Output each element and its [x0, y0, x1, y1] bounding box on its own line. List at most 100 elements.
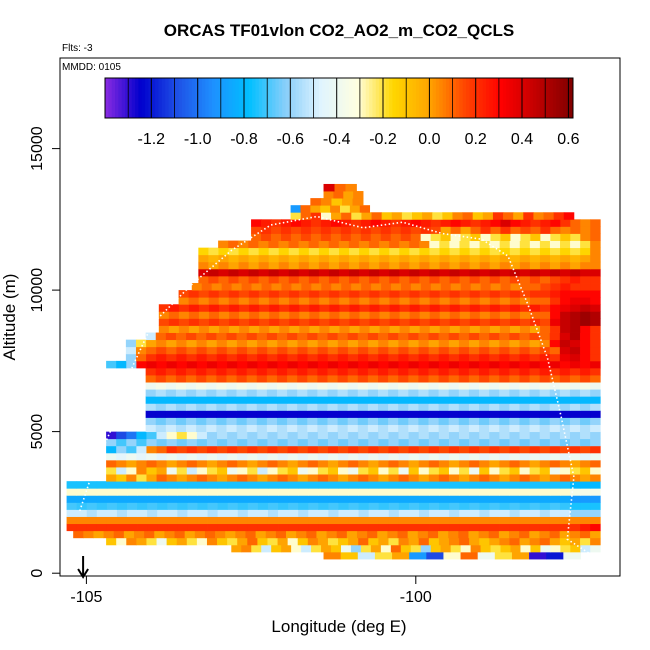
heatmap-cell [419, 481, 430, 489]
heatmap-cell [378, 488, 390, 496]
heatmap-cell [116, 452, 127, 461]
heatmap-cell [418, 452, 430, 461]
heatmap-cell [419, 290, 430, 298]
heatmap-cell [218, 268, 229, 277]
heatmap-cell [271, 544, 282, 553]
heatmap-cell [489, 360, 500, 369]
heatmap-cell [306, 530, 317, 539]
heatmap-cell [106, 459, 117, 468]
heatmap-cell [429, 311, 441, 319]
heatmap-cell [279, 318, 290, 326]
heatmap-cell [308, 502, 319, 510]
heatmap-cell [379, 268, 390, 277]
heatmap-cell [590, 353, 601, 362]
heatmap-cell [429, 502, 440, 510]
heatmap-cell [238, 268, 249, 277]
heatmap-cell [155, 410, 167, 418]
heatmap-cell [266, 332, 278, 341]
heatmap-cell [196, 417, 207, 425]
heatmap-cell [519, 304, 531, 312]
heatmap-cell [357, 551, 376, 560]
heatmap-cell [377, 382, 389, 390]
heatmap-cell [479, 474, 490, 482]
heatmap-cell [408, 481, 420, 489]
heatmap-cell [408, 438, 420, 447]
colorbar-segment [248, 78, 253, 118]
heatmap-cell [378, 467, 389, 475]
heatmap-cell [549, 452, 561, 461]
heatmap-cell [489, 332, 500, 341]
heatmap-cell [569, 530, 581, 539]
heatmap-cell [219, 304, 230, 312]
colorbar-segment [345, 78, 350, 118]
heatmap-cell [540, 544, 551, 553]
heatmap-cell [519, 261, 531, 270]
heatmap-cell [398, 523, 410, 532]
heatmap-cell [308, 523, 319, 532]
heatmap-cell [398, 360, 410, 369]
heatmap-cell [368, 537, 379, 546]
heatmap-cell [429, 516, 440, 525]
heatmap-cell [479, 537, 490, 546]
heatmap-cell [300, 212, 312, 220]
heatmap-cell [530, 226, 541, 234]
heatmap-cell [519, 332, 530, 341]
heatmap-cell [470, 283, 482, 291]
heatmap-cell [439, 290, 451, 298]
heatmap-cell [429, 268, 440, 277]
heatmap-cell [327, 332, 338, 341]
heatmap-cell [307, 452, 319, 461]
colorbar-segment [492, 78, 497, 118]
heatmap-cell [469, 346, 480, 355]
heatmap-cell [298, 261, 310, 270]
heatmap-cell [388, 417, 399, 425]
heatmap-cell [338, 474, 349, 482]
heatmap-cell [408, 452, 420, 461]
heatmap-cell [580, 332, 591, 341]
heatmap-cell [513, 212, 524, 220]
heatmap-cell [418, 389, 429, 397]
heatmap-cell [390, 219, 402, 227]
heatmap-cell [66, 523, 78, 532]
heatmap-cell [498, 530, 510, 539]
heatmap-cell [539, 240, 551, 249]
heatmap-cell [357, 382, 369, 390]
heatmap-cell [147, 516, 158, 525]
heatmap-cell [288, 516, 299, 525]
colorbar-segment [262, 78, 266, 118]
heatmap-cell [479, 325, 491, 333]
heatmap-cell [186, 459, 198, 468]
heatmap-cell [580, 467, 591, 475]
heatmap-cell [136, 452, 147, 461]
heatmap-cell [360, 544, 372, 553]
heatmap-cell [137, 488, 148, 496]
heatmap-cell [137, 502, 148, 510]
heatmap-cell [389, 311, 400, 319]
heatmap-cell [428, 459, 440, 468]
heatmap-cell [226, 403, 237, 411]
heatmap-cell [419, 240, 430, 249]
colorbar-segment [462, 78, 467, 118]
colorbar-segment [549, 78, 554, 118]
heatmap-cell [145, 410, 157, 418]
heatmap-cell [499, 367, 510, 376]
heatmap-cell [360, 219, 372, 227]
heatmap-cell [489, 290, 501, 298]
heatmap-cell [420, 283, 432, 291]
heatmap-cell [388, 367, 399, 376]
heatmap-cell [276, 332, 288, 341]
heatmap-cell [489, 275, 501, 284]
colorbar-segment [412, 78, 417, 118]
heatmap-cell [291, 283, 302, 291]
colorbar-segment [282, 78, 287, 118]
colorbar-segment [425, 78, 430, 118]
heatmap-cell [438, 467, 450, 475]
heatmap-cell [529, 389, 541, 397]
heatmap-cell [145, 396, 157, 404]
heatmap-cell [280, 226, 292, 234]
heatmap-cell [339, 261, 350, 270]
heatmap-cell [420, 226, 432, 234]
heatmap-cell [377, 417, 389, 425]
heatmap-cell [479, 240, 491, 249]
heatmap-cell [418, 332, 429, 341]
